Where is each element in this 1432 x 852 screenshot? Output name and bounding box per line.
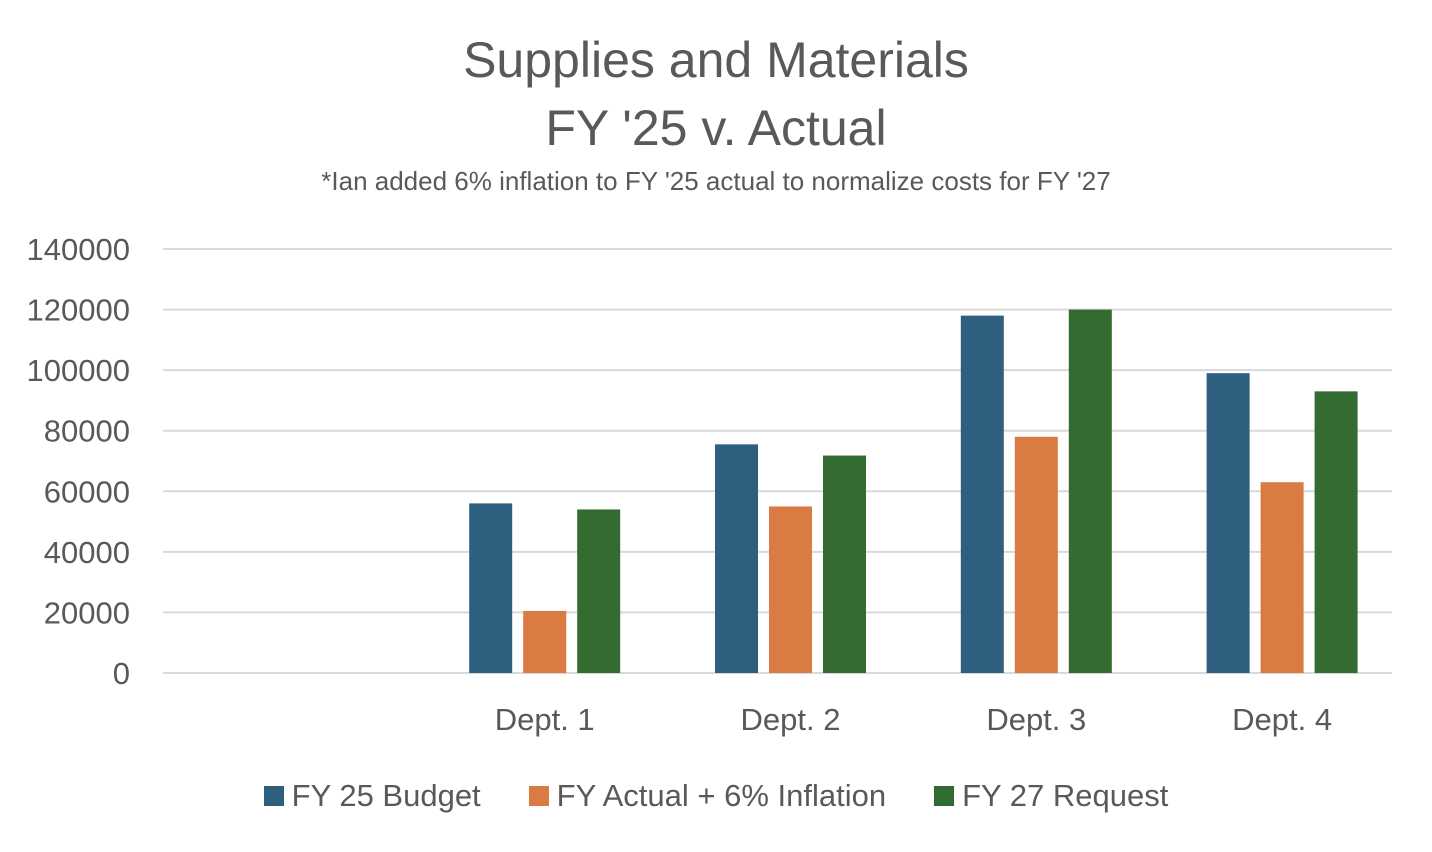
legend-label: FY 25 Budget <box>291 778 481 813</box>
y-tick-label: 40000 <box>44 535 130 570</box>
y-tick-label: 120000 <box>27 293 130 328</box>
bar-chart: 0 20000 40000 60000 80000 100000 120000 140000 D… <box>27 232 1392 737</box>
legend-swatch <box>528 786 549 806</box>
chart-title-line1: Supplies and Materials <box>463 32 969 88</box>
x-tick-label: Dept. 2 <box>741 702 841 737</box>
bar-fy-25-budget <box>469 503 513 673</box>
bar-fy-actual-6-inflation <box>769 506 812 673</box>
x-tick-label: Dept. 4 <box>1232 702 1332 737</box>
bar-fy-27-request <box>577 509 621 673</box>
y-tick-label: 80000 <box>44 414 130 449</box>
legend-item: FY Actual + 6% Inflation <box>528 778 887 814</box>
legend-item: FY 27 Request <box>934 778 1168 814</box>
chart-title-line2: FY '25 v. Actual <box>545 100 887 156</box>
chart-subtitle: *Ian added 6% inflation to FY '25 actual… <box>321 166 1111 196</box>
bar-fy-27-request <box>1068 309 1112 673</box>
legend-swatch <box>934 786 955 806</box>
y-tick-label: 60000 <box>44 474 130 509</box>
bar-fy-actual-6-inflation <box>523 610 567 673</box>
y-tick-label: 140000 <box>27 232 130 267</box>
x-tick-label: Dept. 3 <box>986 702 1086 737</box>
legend-label: FY Actual + 6% Inflation <box>556 778 887 813</box>
bar-fy-27-request <box>823 455 866 673</box>
y-tick-label: 0 <box>113 656 130 691</box>
bar-fy-27-request <box>1314 391 1358 673</box>
x-tick-label: Dept. 1 <box>495 702 595 737</box>
y-tick-label: 20000 <box>44 595 130 630</box>
legend-swatch <box>263 786 284 806</box>
bar-fy-25-budget <box>1206 373 1250 673</box>
y-tick-label: 100000 <box>27 353 130 388</box>
bar-fy-actual-6-inflation <box>1260 482 1304 673</box>
bar-fy-25-budget <box>960 315 1004 673</box>
bar-fy-actual-6-inflation <box>1014 436 1058 673</box>
legend-item: FY 25 Budget <box>263 778 481 814</box>
chart-legend: FY 25 Budget FY Actual + 6% Inflation FY 2… <box>0 778 1432 814</box>
legend-label: FY 27 Request <box>962 778 1169 813</box>
bar-fy-25-budget <box>715 444 758 673</box>
